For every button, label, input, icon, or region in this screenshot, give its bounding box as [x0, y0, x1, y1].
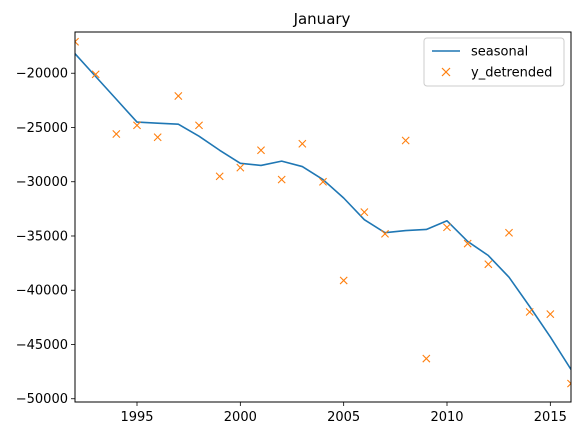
data-point-y_detrended: [75, 37, 79, 46]
y-tick-label: −30000: [16, 175, 68, 190]
data-point-y_detrended: [257, 146, 265, 155]
chart-title: January: [293, 10, 351, 28]
data-point-y_detrended: [133, 121, 141, 130]
y-tick-label: −40000: [16, 284, 68, 299]
series-line-seasonal: [75, 53, 571, 370]
legend-seasonal-label: seasonal: [471, 45, 528, 60]
data-point-y_detrended: [422, 354, 431, 363]
data-point-y_detrended: [277, 175, 286, 184]
y-tick-label: −25000: [16, 121, 68, 136]
data-point-y_detrended: [215, 172, 224, 181]
legend-box: [423, 37, 565, 87]
data-point-y_detrended: [463, 239, 472, 248]
legend-y-detrended-label: y_detrended: [471, 66, 552, 81]
data-point-y_detrended: [546, 310, 555, 319]
data-point-y_detrended: [484, 260, 493, 269]
y-tick-label: −20000: [16, 67, 68, 82]
plot-area: [74, 31, 572, 403]
data-point-y_detrended: [381, 229, 389, 238]
y-axis: −50000 −45000 −40000 −35000 −30000 −25000 −200…: [16, 67, 75, 407]
data-point-y_detrended: [567, 379, 571, 388]
data-point-y_detrended: [525, 307, 534, 316]
legend: seasonal y_detrended: [423, 37, 565, 87]
data-point-y_detrended: [505, 228, 513, 237]
data-point-y_detrended: [91, 70, 100, 79]
x-tick-label: 2005: [327, 410, 360, 425]
series-layer: [75, 37, 571, 388]
data-point-y_detrended: [195, 121, 203, 130]
data-point-y_detrended: [443, 223, 451, 232]
x-tick-label: 2010: [430, 410, 463, 425]
x-tick-label: 1995: [120, 410, 153, 425]
data-point-y_detrended: [174, 92, 183, 101]
data-point-y_detrended: [153, 133, 162, 142]
y-tick-label: −45000: [16, 338, 68, 353]
axes-frame: [74, 31, 572, 403]
x-tick-label: 2015: [534, 410, 567, 425]
data-point-y_detrended: [112, 130, 121, 138]
data-point-y_detrended: [319, 177, 327, 186]
y-tick-label: −35000: [16, 229, 68, 244]
legend-y-detrended-marker: [441, 67, 451, 77]
y-tick-label: −50000: [16, 392, 68, 407]
data-point-y_detrended: [401, 136, 410, 145]
data-point-y_detrended: [298, 139, 307, 148]
x-axis: 1995 2000 2005 2010 2015: [120, 402, 567, 425]
data-point-y_detrended: [360, 208, 369, 217]
data-point-y_detrended: [339, 276, 348, 285]
data-point-y_detrended: [236, 163, 245, 172]
x-tick-label: 2000: [224, 410, 257, 425]
